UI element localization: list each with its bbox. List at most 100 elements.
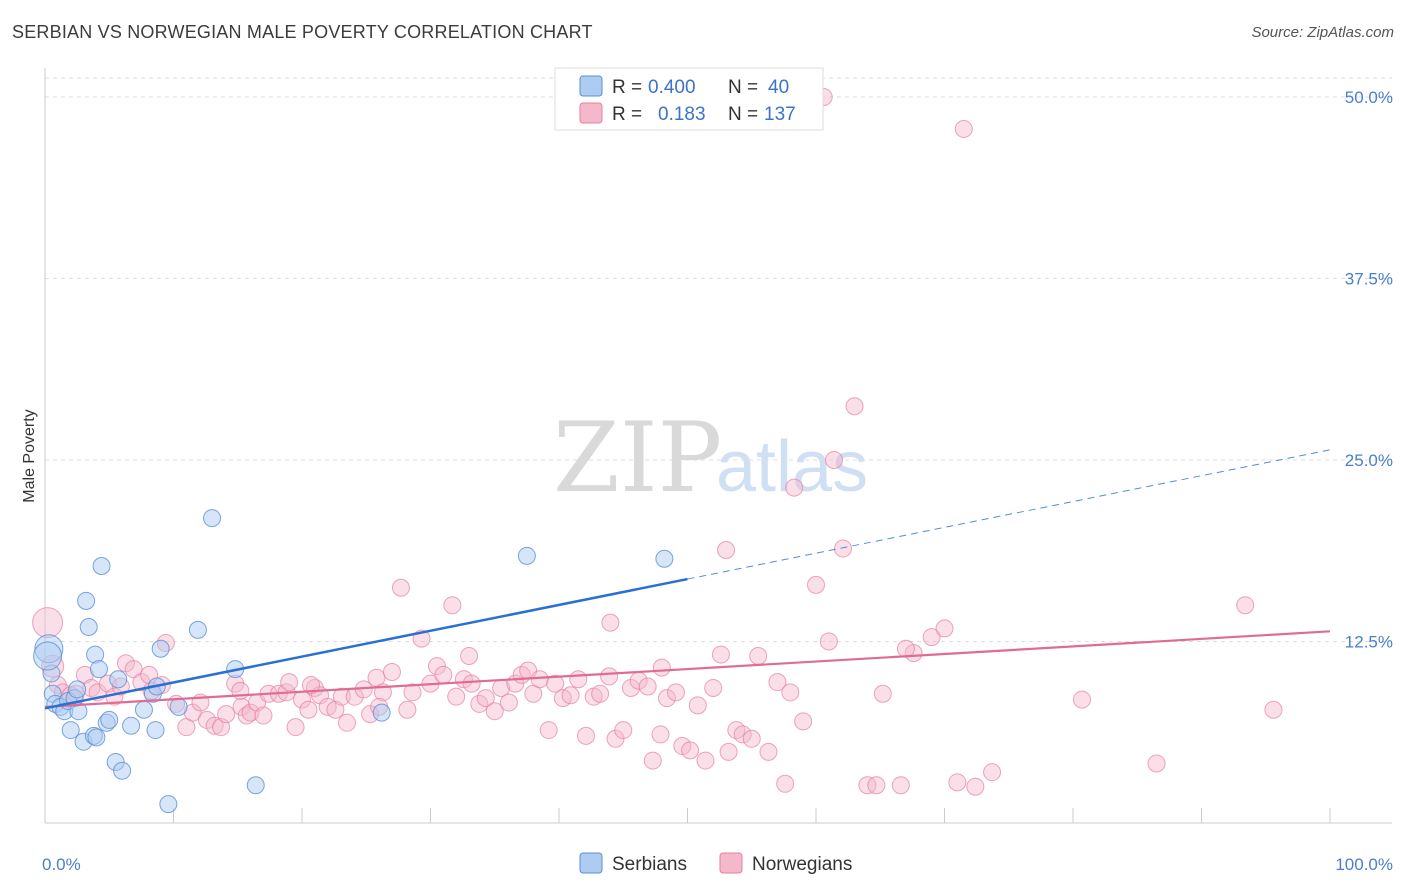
point-norwegians	[742, 729, 761, 748]
point-norwegians	[652, 658, 671, 677]
point-norwegians	[476, 689, 495, 708]
point-serbians	[188, 620, 207, 639]
series-serbians	[33, 509, 674, 814]
chart-title: SERBIAN VS NORWEGIAN MALE POVERTY CORREL…	[12, 22, 593, 42]
point-norwegians	[711, 645, 730, 664]
point-norwegians	[614, 721, 633, 740]
x-tick-label: 0.0%	[42, 855, 81, 874]
point-norwegians	[749, 647, 768, 666]
point-norwegians	[217, 705, 236, 724]
point-norwegians	[867, 776, 886, 795]
point-norwegians	[280, 673, 299, 692]
point-norwegians	[696, 751, 715, 770]
point-norwegians	[873, 684, 892, 703]
point-serbians	[33, 641, 63, 671]
source-label: Source: ZipAtlas.com	[1251, 24, 1394, 41]
point-norwegians	[719, 742, 738, 761]
point-serbians	[246, 776, 265, 795]
y-tick-label: 12.5%	[1345, 633, 1393, 652]
x-tick-labels: 0.0% 100.0%	[42, 855, 1393, 874]
point-norwegians	[759, 742, 778, 761]
point-norwegians	[600, 667, 619, 686]
bottom-legend-label-norwegians: Norwegians	[752, 854, 852, 875]
point-serbians	[151, 639, 170, 658]
point-norwegians	[1264, 700, 1283, 719]
point-norwegians	[32, 607, 64, 639]
point-norwegians	[954, 119, 973, 138]
legend-n-label-serbians: N =	[728, 77, 758, 98]
point-norwegians	[434, 665, 453, 684]
point-serbians	[146, 721, 165, 740]
point-norwegians	[591, 684, 610, 703]
bottom-legend: Serbians Norwegians	[579, 852, 852, 875]
point-norwegians	[231, 681, 250, 700]
point-norwegians	[530, 670, 549, 689]
point-norwegians	[824, 451, 843, 469]
point-norwegians	[460, 647, 479, 666]
trend-line-serbians	[44, 577, 688, 710]
point-serbians	[655, 549, 674, 568]
legend-swatch-serbians	[579, 75, 603, 97]
point-norwegians	[657, 689, 676, 708]
legend-r-value-norwegians: 0.183	[658, 104, 706, 125]
series-norwegians	[32, 88, 1283, 796]
point-serbians	[372, 703, 391, 722]
point-norwegians	[768, 673, 787, 692]
point-serbians	[61, 721, 80, 740]
point-norwegians	[443, 596, 462, 615]
y-tick-label: 50.0%	[1345, 88, 1393, 107]
legend: R = 0.400 N = 40 R = 0.183 N = 137	[554, 67, 824, 131]
point-norwegians	[499, 693, 518, 712]
point-norwegians	[447, 687, 466, 706]
point-serbians	[92, 556, 111, 575]
point-norwegians	[785, 478, 804, 497]
point-norwegians	[948, 773, 967, 792]
point-norwegians	[1236, 596, 1255, 615]
point-norwegians	[717, 541, 736, 560]
point-serbians	[203, 509, 222, 528]
point-norwegians	[326, 700, 345, 719]
legend-r-label-serbians: R =	[612, 77, 642, 98]
point-norwegians	[688, 696, 707, 715]
point-norwegians	[332, 687, 351, 706]
point-norwegians	[1147, 754, 1166, 773]
point-norwegians	[733, 725, 752, 744]
point-norwegians	[833, 539, 852, 558]
point-norwegians	[205, 716, 224, 735]
point-norwegians	[922, 628, 941, 647]
point-serbians	[89, 660, 108, 679]
point-norwegians	[638, 677, 657, 696]
legend-n-value-serbians: 40	[768, 77, 789, 98]
point-serbians	[77, 591, 96, 610]
point-norwegians	[891, 776, 910, 795]
legend-r-value-serbians: 0.400	[648, 77, 696, 98]
point-norwegians	[983, 763, 1002, 782]
point-norwegians	[935, 619, 954, 638]
point-norwegians	[576, 726, 595, 745]
legend-r-label-norwegians: R =	[612, 104, 642, 125]
point-norwegians	[382, 662, 401, 681]
point-norwegians	[794, 712, 813, 731]
y-tick-label: 37.5%	[1345, 270, 1393, 289]
point-norwegians	[776, 774, 795, 793]
point-norwegians	[781, 683, 800, 702]
point-norwegians	[391, 578, 410, 597]
y-tick-labels: 12.5% 25.0% 37.5% 50.0%	[1345, 88, 1393, 652]
point-norwegians	[704, 678, 723, 697]
point-norwegians	[807, 575, 825, 594]
bottom-legend-swatch-serbians	[579, 852, 603, 874]
point-norwegians	[561, 686, 580, 705]
point-serbians	[159, 795, 178, 814]
point-norwegians	[601, 613, 620, 632]
y-tick-label: 25.0%	[1345, 451, 1393, 470]
point-norwegians	[403, 683, 422, 702]
point-serbians	[68, 680, 87, 699]
point-norwegians	[819, 632, 838, 651]
point-serbians	[169, 697, 188, 716]
point-norwegians	[299, 700, 318, 719]
legend-n-label-norwegians: N =	[728, 104, 758, 125]
trend-line-norwegians	[44, 630, 1331, 708]
point-norwegians	[286, 718, 305, 737]
grid	[45, 77, 1392, 642]
